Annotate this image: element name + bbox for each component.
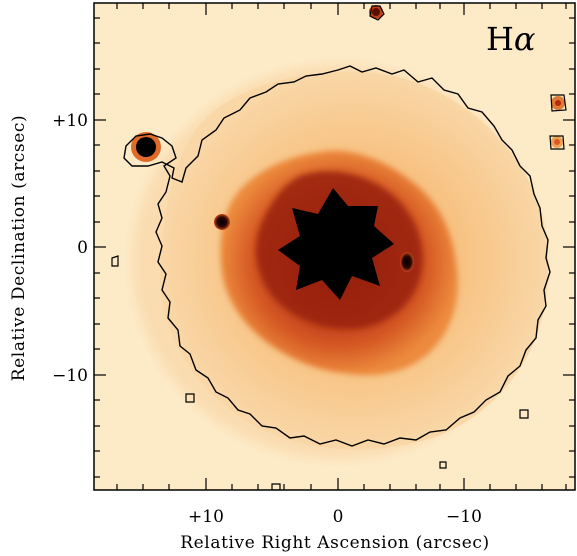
field-star-top-core	[372, 8, 380, 16]
x-tick-label-0: 0	[333, 507, 344, 527]
contour-speck-7	[519, 409, 529, 419]
west-knot	[400, 252, 414, 272]
y-tick-label-minus10: −10	[52, 366, 88, 386]
band-label: Hα	[486, 20, 536, 58]
x-axis-title: Relative Right Ascension (arcsec)	[180, 533, 490, 553]
axis-ticks	[94, 3, 575, 490]
contour-speck-3	[549, 135, 565, 150]
y-axis-title: Relative Declination (arcsec)	[9, 115, 29, 382]
field-star-right-lower-core	[554, 139, 560, 145]
y-tick-label-0: 0	[77, 238, 88, 258]
image-panel	[94, 3, 575, 490]
x-tick-label-minus10: −10	[446, 507, 482, 527]
contour-speck-5	[185, 393, 195, 403]
nebula-core	[278, 188, 394, 300]
east-knot	[214, 214, 230, 230]
x-tick-label-plus10: +10	[188, 507, 224, 527]
y-tick-label-plus10: +10	[52, 111, 88, 131]
contour-speck-1	[369, 5, 385, 21]
field-star-right-upper-core	[555, 100, 561, 106]
contour-speck-4	[111, 255, 119, 267]
outer-contour	[123, 65, 551, 447]
contour-speck-6	[271, 483, 281, 490]
contour-speck-2	[550, 94, 567, 112]
contour-speck-8	[439, 461, 447, 469]
field-star-upper-left-core	[136, 137, 156, 157]
